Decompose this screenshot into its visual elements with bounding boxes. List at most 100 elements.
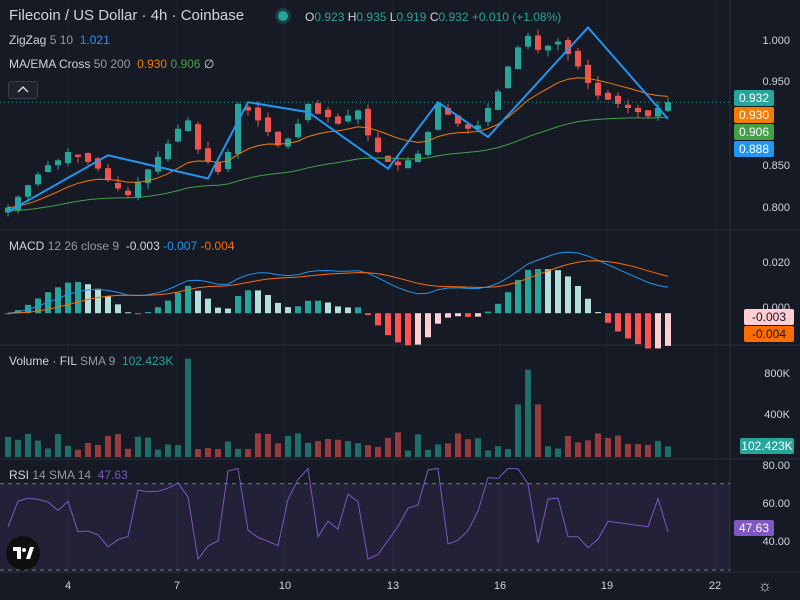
macd-signal-value: -0.004 (200, 239, 235, 253)
candle-body (85, 153, 91, 162)
candle-body (255, 107, 261, 121)
macd-histogram-bar (585, 298, 591, 314)
macd-histogram-bar (305, 300, 311, 314)
volume-bar (395, 432, 401, 457)
candle-body (405, 160, 411, 169)
rsi-value: 47.63 (97, 468, 128, 482)
open-value: 0.923 (314, 10, 345, 24)
macd-histogram-bar (625, 313, 631, 339)
volume-pane (5, 358, 671, 457)
volume-badge: 102.423K (740, 438, 794, 454)
macd-histogram-bar (235, 295, 241, 314)
macd-histogram-bar (535, 268, 541, 314)
macd-legend[interactable]: MACD 12 26 close 9 -0.003 -0.007 -0.004 (9, 239, 235, 253)
candle-body (115, 182, 121, 189)
macd-name: MACD (9, 239, 45, 253)
time-label-3: 10 (278, 580, 292, 592)
macd-histogram-bar (615, 313, 621, 332)
macd-histogram-bar (665, 313, 671, 346)
macd-histogram-bar (655, 313, 661, 349)
volume-bar (365, 445, 371, 457)
market-status-icon[interactable] (278, 11, 288, 21)
volume-legend[interactable]: Volume · FIL SMA 9 102.423K (9, 354, 173, 368)
volume-bar (515, 404, 521, 457)
collapse-legend-button[interactable] (8, 81, 38, 99)
macd-histogram-bar (635, 313, 641, 345)
macd-histogram-bar (495, 303, 501, 314)
volume-bar (225, 441, 231, 457)
volume-bar (535, 404, 541, 457)
volume-bar (315, 441, 321, 457)
low-label: L (389, 10, 397, 24)
hidden-eye-icon[interactable]: ∅ (203, 57, 215, 71)
macd-histogram-bar (565, 276, 571, 314)
rsi-legend[interactable]: RSI 14 SMA 14 47.63 (9, 468, 128, 482)
volume-bar (405, 450, 411, 457)
candle-body (355, 110, 361, 120)
macd-histogram-bar (195, 290, 201, 314)
candle-body (565, 40, 571, 55)
candle-body (445, 107, 451, 115)
settings-gear-icon[interactable]: ☼ (757, 578, 773, 595)
macd-histogram-bar (445, 313, 451, 318)
tradingview-logo[interactable] (6, 536, 40, 570)
volume-bar (585, 440, 591, 457)
volume-bar (25, 433, 31, 457)
rsi-band (0, 483, 730, 570)
volume-bar (75, 449, 81, 457)
candle-body (235, 103, 241, 154)
volume-bar (175, 445, 181, 457)
macd-histogram-bar (85, 284, 91, 314)
candle-body (275, 131, 281, 146)
candle-body (545, 45, 551, 51)
macd-histogram-bar (435, 313, 441, 324)
macd-signal-badge: -0.004 (744, 326, 794, 342)
volume-bar (605, 437, 611, 457)
candle-body (245, 106, 251, 111)
macd-histogram-bar (185, 285, 191, 314)
candle-body (595, 82, 601, 96)
rsi-badge: 47.63 (734, 520, 774, 536)
macd-histogram-bar (345, 307, 351, 314)
zigzag-legend[interactable]: ZigZag 5 10 1.021 (9, 33, 110, 47)
macd-histogram-bar (315, 300, 321, 314)
chevron-up-icon (17, 85, 29, 93)
open-label: O (305, 10, 315, 24)
candle-body (385, 155, 391, 162)
price-tick-1: 1.000 (762, 35, 790, 47)
volume-bar (465, 439, 471, 457)
volume-bar (65, 445, 71, 457)
macd-histogram-bar (455, 313, 461, 317)
macd-histogram-bar (155, 307, 161, 314)
close-label: C (429, 10, 439, 24)
candle-body (615, 95, 621, 104)
volume-bar (305, 442, 311, 457)
symbol-title[interactable]: Filecoin / US Dollar · 4h · Coinbase (9, 7, 245, 24)
candle-body (145, 169, 151, 184)
ohlc-readout: O0.923 H0.935 L0.919 C0.932 +0.010 (+1.0… (305, 10, 561, 24)
macd-histogram-bar (115, 304, 121, 314)
candle-body (335, 116, 341, 124)
volume-bar (385, 437, 391, 457)
candle-body (575, 50, 581, 67)
volume-bar (345, 441, 351, 457)
volume-bar (375, 446, 381, 457)
macd-tick-1: 0.020 (762, 257, 790, 269)
volume-value: 102.423K (121, 354, 174, 368)
volume-bar (505, 448, 511, 457)
macd-histogram-bar (265, 294, 271, 314)
candle-body (95, 158, 101, 169)
volume-bar (265, 433, 271, 457)
candle-body (55, 160, 61, 166)
macd-histogram-bar (555, 270, 561, 314)
candle-body (665, 102, 671, 111)
tv-logo-icon (13, 547, 34, 559)
candle-body (375, 137, 381, 152)
macd-histogram-bar (215, 307, 221, 314)
macd-histogram-bar (145, 311, 151, 314)
volume-bar (285, 435, 291, 457)
volume-bar (45, 448, 51, 457)
ma-cross-legend[interactable]: MA/EMA Cross 50 200 0.930 0.906 ∅ (9, 57, 214, 71)
macd-histogram-bar (475, 313, 481, 317)
